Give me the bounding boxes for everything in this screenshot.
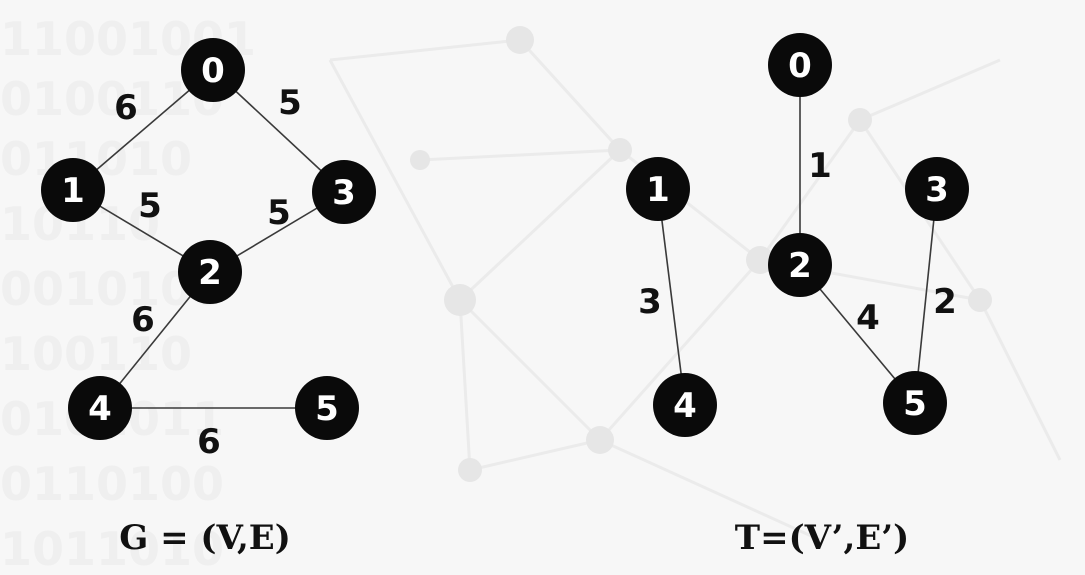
edge-weight-label: 2 bbox=[933, 282, 957, 322]
edge-weight-label: 5 bbox=[267, 193, 291, 233]
node-4 bbox=[68, 376, 132, 440]
node-label: 2 bbox=[788, 246, 812, 286]
edge-weight-label: 6 bbox=[131, 300, 155, 340]
edge-1-4 bbox=[657, 188, 686, 406]
graph-t: 1 3 4 2 0 1 2 3 4 5 T=(V’,E’) bbox=[626, 33, 969, 558]
svg-text:0110100: 0110100 bbox=[0, 457, 224, 511]
edge-weight-label: 6 bbox=[114, 88, 138, 128]
node-label: 1 bbox=[646, 170, 670, 210]
edge-3-5 bbox=[914, 188, 938, 404]
node-2 bbox=[178, 240, 242, 304]
node-0 bbox=[768, 33, 832, 97]
node-2 bbox=[768, 233, 832, 297]
edge-weight-label: 5 bbox=[278, 83, 302, 123]
node-label: 1 bbox=[61, 171, 85, 211]
edges-group: 6 5 5 5 6 6 bbox=[72, 69, 345, 462]
caption-graph-t: T=(V’,E’) bbox=[735, 518, 909, 558]
background-network-pattern bbox=[328, 26, 1062, 542]
node-label: 5 bbox=[315, 389, 339, 429]
node-label: 5 bbox=[903, 384, 927, 424]
node-0 bbox=[181, 38, 245, 102]
edge-weight-label: 4 bbox=[856, 298, 880, 338]
caption-graph-g: G = (V,E) bbox=[119, 518, 291, 558]
svg-text:100110: 100110 bbox=[0, 327, 192, 381]
node-1 bbox=[41, 158, 105, 222]
edge-weight-label: 3 bbox=[638, 282, 662, 322]
node-label: 0 bbox=[201, 51, 225, 91]
node-3 bbox=[905, 157, 969, 221]
node-4 bbox=[653, 373, 717, 437]
node-label: 3 bbox=[332, 173, 356, 213]
node-label: 3 bbox=[925, 170, 949, 210]
edge-weight-label: 1 bbox=[808, 146, 832, 186]
nodes-group: 0 1 2 3 4 5 bbox=[41, 38, 376, 440]
node-label: 4 bbox=[673, 386, 697, 426]
nodes-group: 0 1 2 3 4 5 bbox=[626, 33, 969, 437]
node-1 bbox=[626, 157, 690, 221]
node-3 bbox=[312, 160, 376, 224]
node-label: 0 bbox=[788, 46, 812, 86]
edge-weight-label: 6 bbox=[197, 422, 221, 462]
svg-text:1011010: 1011010 bbox=[0, 522, 224, 575]
edge-weight-label: 5 bbox=[138, 186, 162, 226]
graph-g: 6 5 5 5 6 6 0 1 2 3 4 5 G = (V,E) bbox=[41, 38, 376, 558]
node-5 bbox=[295, 376, 359, 440]
node-label: 4 bbox=[88, 389, 112, 429]
node-5 bbox=[883, 371, 947, 435]
node-label: 2 bbox=[198, 253, 222, 293]
